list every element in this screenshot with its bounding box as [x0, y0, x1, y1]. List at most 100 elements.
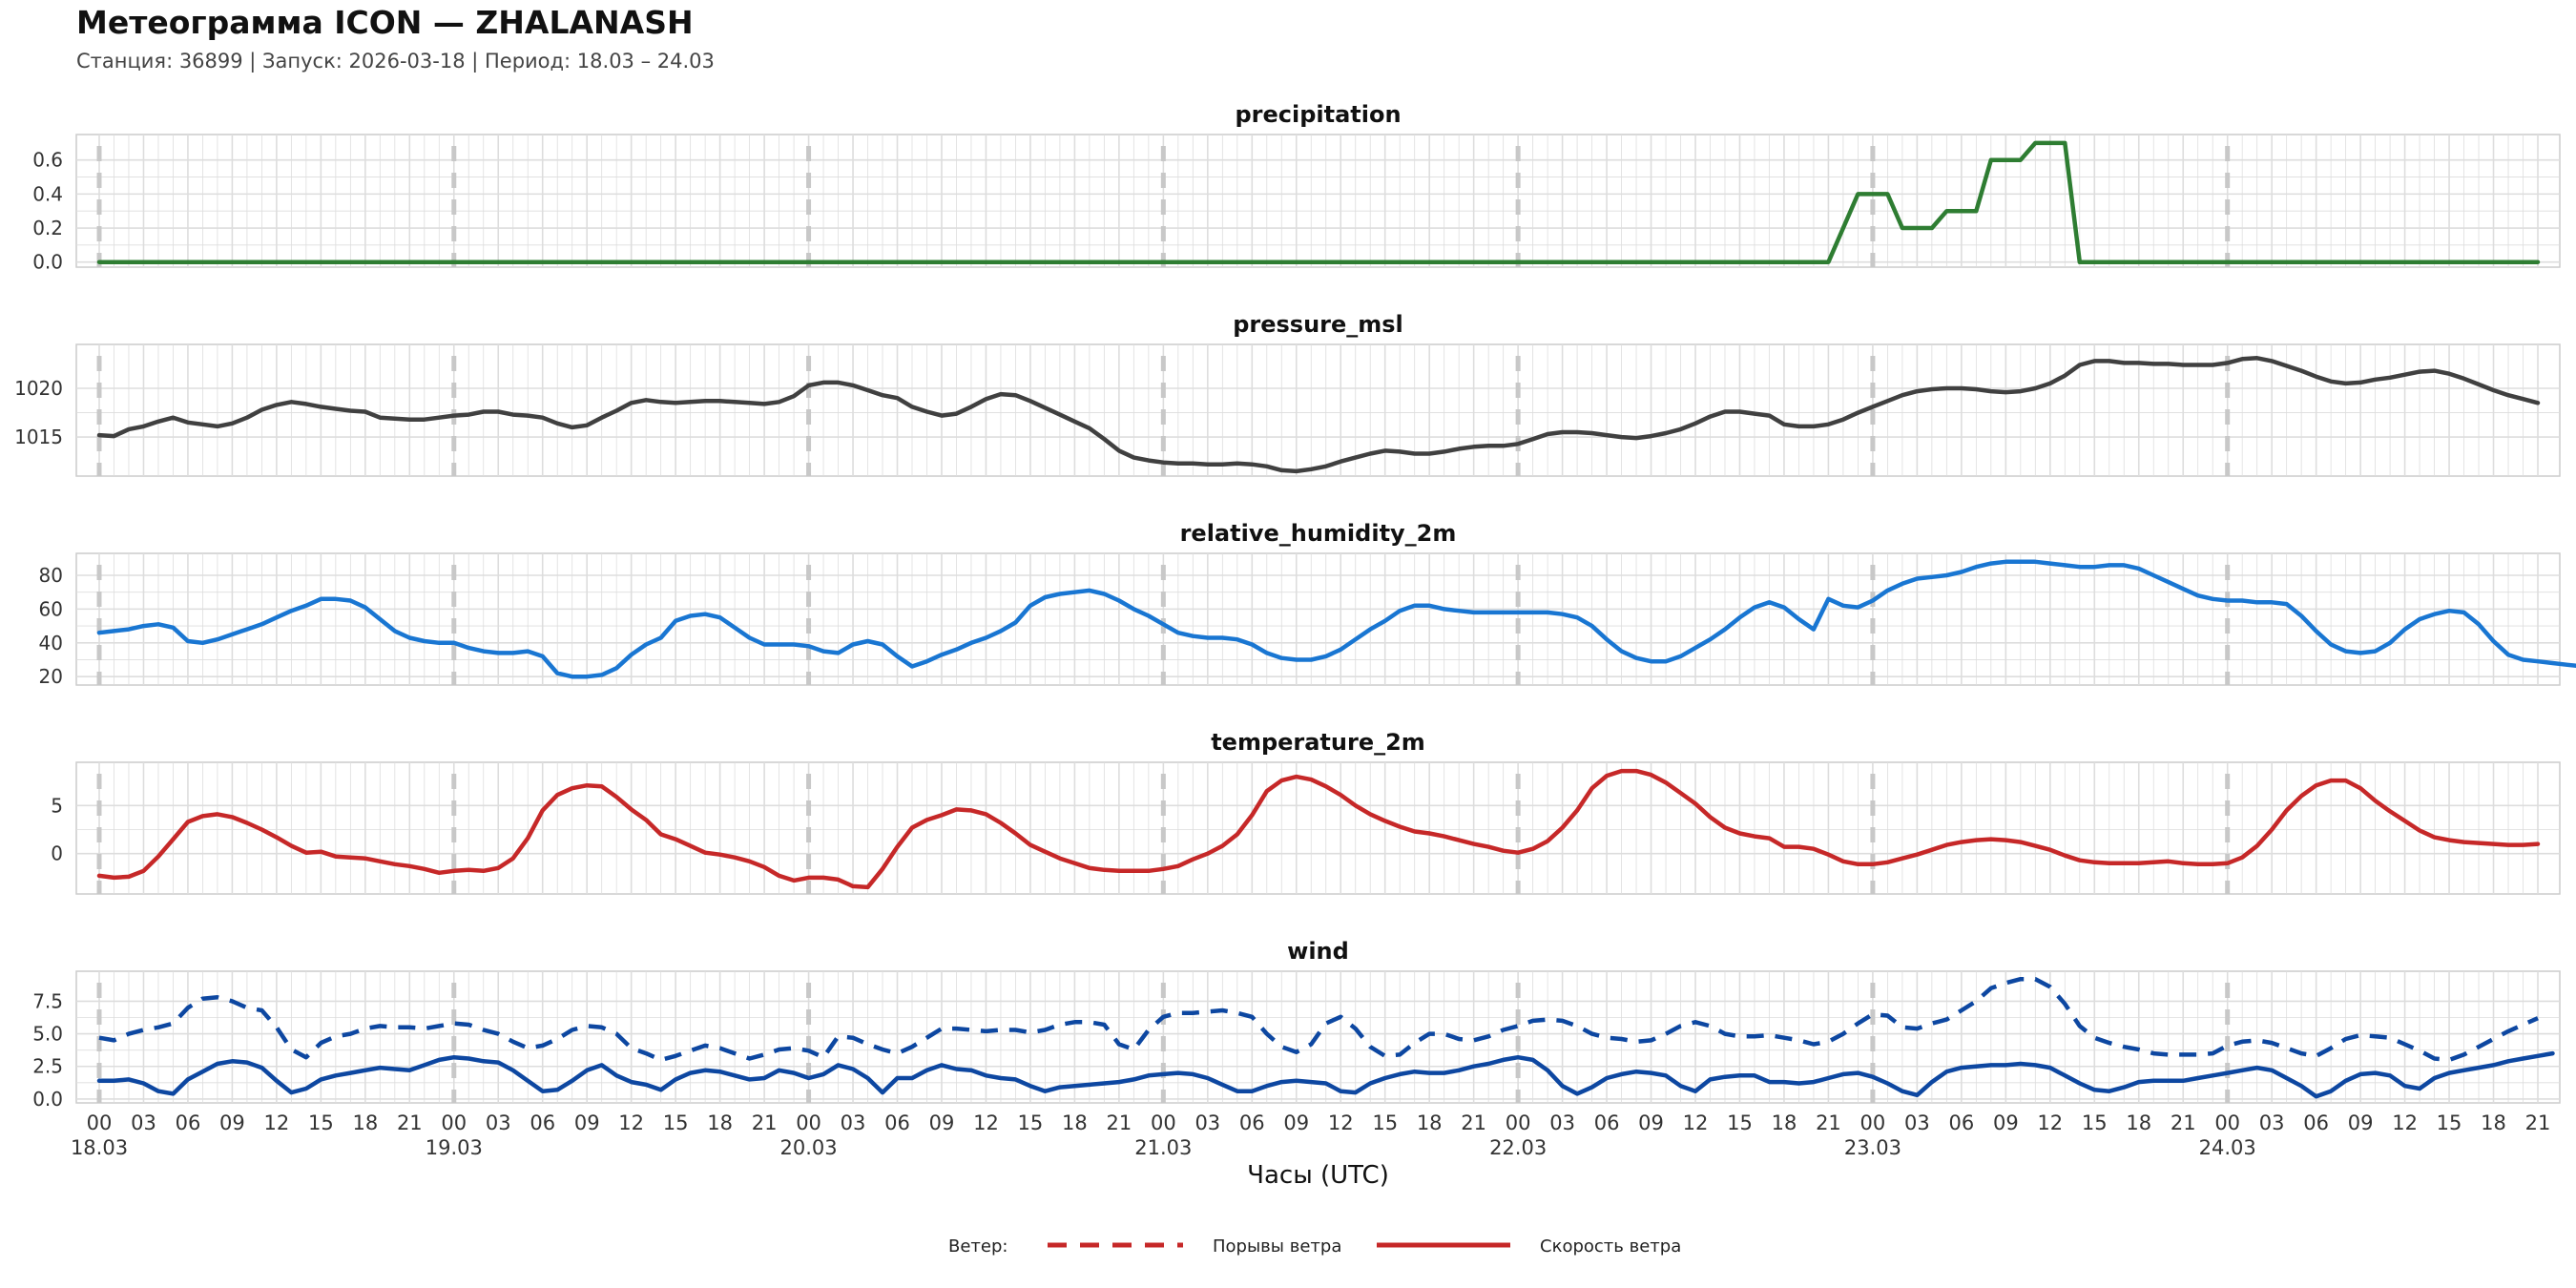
- y-tick-label: 40: [39, 632, 63, 654]
- x-tick-label: 06: [530, 1111, 555, 1134]
- x-tick-label: 21: [752, 1111, 778, 1134]
- x-date-label: 23.03: [1844, 1136, 1901, 1159]
- y-tick-label: 1015: [14, 426, 63, 448]
- x-tick-label: 00: [87, 1111, 113, 1134]
- x-tick-label: 18: [2481, 1111, 2506, 1134]
- x-tick-label: 03: [1195, 1111, 1220, 1134]
- x-tick-label: 15: [1018, 1111, 1044, 1134]
- x-tick-label: 15: [2437, 1111, 2462, 1134]
- y-tick-label: 2.5: [32, 1055, 63, 1078]
- x-axis-label: Часы (UTC): [1247, 1161, 1389, 1190]
- x-tick-label: 06: [884, 1111, 910, 1134]
- y-tick-label: 60: [39, 597, 63, 620]
- y-tick-label: 0.2: [32, 217, 63, 239]
- y-tick-label: 0: [51, 842, 63, 865]
- panel-title: precipitation: [1235, 101, 1401, 128]
- x-tick-label: 15: [2082, 1111, 2108, 1134]
- y-tick-label: 1020: [14, 377, 63, 400]
- panel-title: pressure_msl: [1233, 311, 1403, 338]
- panel-pressure_msl: 1015 1020 pressure_msl: [14, 311, 2561, 477]
- x-tick-label: 03: [1549, 1111, 1575, 1134]
- y-tick-label: 0.0: [32, 251, 63, 274]
- series-line-Скорость-ветра: [96, 1050, 2555, 1099]
- x-tick-label: 12: [973, 1111, 999, 1134]
- x-tick-label: 06: [1594, 1111, 1620, 1134]
- x-tick-label: 00: [796, 1111, 821, 1134]
- y-tick-label: 0.0: [32, 1088, 63, 1111]
- x-tick-label: 15: [308, 1111, 334, 1134]
- x-tick-label: 00: [1151, 1111, 1176, 1134]
- x-tick-label: 12: [2037, 1111, 2063, 1134]
- x-tick-label: 00: [1506, 1111, 1531, 1134]
- panel-frame: [75, 552, 2561, 686]
- panel-title: temperature_2m: [1211, 729, 1425, 756]
- x-tick-label: 12: [264, 1111, 290, 1134]
- x-tick-label: 21: [1461, 1111, 1486, 1134]
- series-line-Порывы-ветра: [98, 976, 2539, 1063]
- x-tick-label: 06: [1239, 1111, 1265, 1134]
- x-tick-label: 18: [1417, 1111, 1443, 1134]
- x-tick-label: 18: [707, 1111, 733, 1134]
- series-line-precipitation: [96, 140, 2541, 264]
- x-date-label: 19.03: [426, 1136, 483, 1159]
- x-tick-label: 12: [1683, 1111, 1709, 1134]
- page-subtitle: Станция: 36899 | Запуск: 2026-03-18 | Пе…: [76, 50, 715, 73]
- x-date-label: 22.03: [1489, 1136, 1547, 1159]
- x-tick-label: 18: [1772, 1111, 1797, 1134]
- panel-wind: 0.0 2.5 5.0 7.5 wind: [32, 938, 2561, 1111]
- x-axis: 00 03 06 09 12 15 18 21 00 03 06 09 12 15 18 21 00 03 06 09…: [71, 1111, 2550, 1190]
- x-tick-label: 09: [1283, 1111, 1309, 1134]
- y-tick-label: 7.5: [32, 989, 63, 1012]
- panel-title: wind: [1287, 938, 1349, 965]
- x-tick-label: 06: [176, 1111, 201, 1134]
- x-tick-label: 12: [1328, 1111, 1354, 1134]
- x-tick-label: 03: [841, 1111, 866, 1134]
- panel-temperature_2m: 0 5 temperature_2m: [51, 729, 2561, 895]
- y-tick-label: 20: [39, 665, 63, 688]
- x-tick-label: 21: [397, 1111, 423, 1134]
- x-tick-label: 09: [929, 1111, 955, 1134]
- x-date-label: 24.03: [2199, 1136, 2256, 1159]
- x-tick-label: 03: [486, 1111, 511, 1134]
- x-tick-label: 00: [1860, 1111, 1886, 1134]
- x-tick-label: 21: [1816, 1111, 1841, 1134]
- x-tick-label: 12: [618, 1111, 644, 1134]
- x-tick-label: 18: [2126, 1111, 2151, 1134]
- x-tick-label: 18: [352, 1111, 378, 1134]
- x-tick-label: 09: [574, 1111, 600, 1134]
- x-tick-label: 21: [2525, 1111, 2551, 1134]
- x-tick-label: 09: [2348, 1111, 2374, 1134]
- x-tick-label: 06: [1948, 1111, 1974, 1134]
- panel-relative_humidity_2m: 20 40 60 80 relative_humidity_2m: [39, 520, 2576, 688]
- x-date-label: 21.03: [1134, 1136, 1192, 1159]
- x-tick-label: 18: [1062, 1111, 1088, 1134]
- legend-speed-label: Скорость ветра: [1540, 1236, 1681, 1257]
- y-tick-label: 5: [51, 794, 63, 817]
- x-tick-label: 00: [441, 1111, 467, 1134]
- x-tick-label: 21: [1107, 1111, 1132, 1134]
- y-tick-label: 0.6: [32, 149, 63, 172]
- x-tick-label: 09: [1638, 1111, 1664, 1134]
- x-tick-label: 21: [2171, 1111, 2196, 1134]
- x-date-label: 20.03: [780, 1136, 838, 1159]
- legend: Ветер: Порывы ветра Скорость ветра: [948, 1236, 1681, 1257]
- x-tick-label: 03: [2259, 1111, 2285, 1134]
- legend-gust-label: Порывы ветра: [1213, 1236, 1341, 1257]
- x-tick-label: 03: [131, 1111, 156, 1134]
- x-tick-label: 15: [1372, 1111, 1398, 1134]
- y-tick-label: 0.4: [32, 182, 63, 205]
- x-tick-label: 06: [2303, 1111, 2329, 1134]
- x-tick-label: 00: [2214, 1111, 2240, 1134]
- panel-frame: [75, 343, 2561, 477]
- x-tick-label: 15: [663, 1111, 689, 1134]
- y-tick-label: 80: [39, 564, 63, 587]
- panel-frame: [75, 134, 2561, 268]
- x-tick-label: 09: [1993, 1111, 2019, 1134]
- panel-title: relative_humidity_2m: [1180, 520, 1457, 547]
- x-date-label: 18.03: [71, 1136, 128, 1159]
- series-line-relative_humidity_2m: [96, 559, 2576, 679]
- x-tick-label: 12: [2392, 1111, 2418, 1134]
- x-tick-label: 15: [1727, 1111, 1753, 1134]
- x-tick-label: 09: [219, 1111, 245, 1134]
- series-line-pressure_msl: [96, 356, 2541, 474]
